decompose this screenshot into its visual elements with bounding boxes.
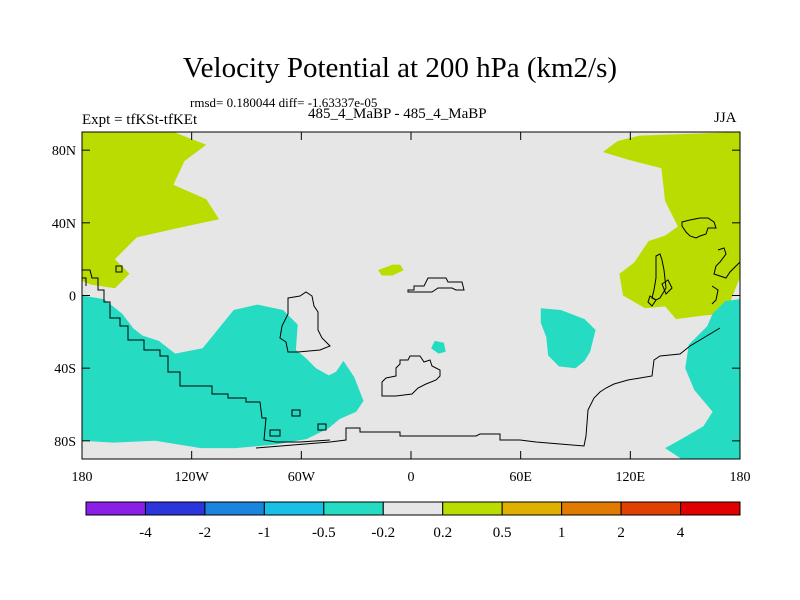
negative-region-southeast (665, 299, 740, 459)
colorbar: -4 -2 -1 -0.5 -0.2 0.2 0.5 1 2 4 (85, 501, 741, 541)
colorbar-swatch (501, 501, 563, 516)
colorbar-swatch (382, 501, 444, 516)
colorbar-label: -2 (199, 525, 212, 541)
negative-region-small (431, 340, 446, 354)
colorbar-swatch (561, 501, 622, 516)
x-tick-label: 180 (730, 470, 751, 485)
x-tick-label: 60W (288, 470, 316, 485)
colorbar-label: -4 (139, 525, 152, 541)
colorbar-swatch (263, 501, 325, 516)
x-tick-label: 120W (175, 470, 210, 485)
positive-region-small (378, 264, 404, 276)
colorbar-swatch (620, 501, 682, 516)
coastlines (82, 217, 741, 449)
season-label: JJA (714, 110, 737, 126)
y-tick-label: 40S (54, 362, 76, 377)
x-tick-label: 120E (616, 470, 646, 485)
colorbar-swatch (323, 501, 384, 516)
colorbar-swatch (144, 501, 206, 516)
experiment-label: Expt = tfKSt-tfKEt (82, 112, 198, 128)
colorbar-swatch (204, 501, 265, 516)
colorbar-label: -0.5 (312, 525, 336, 541)
chart-title: Velocity Potential at 200 hPa (km2/s) (182, 52, 618, 84)
x-axis: 180 120W 60W 0 60E 120E 180 (72, 132, 751, 485)
case-label: 485_4_MaBP - 485_4_MaBP (308, 106, 487, 122)
y-tick-label: 80S (54, 435, 76, 450)
colorbar-swatch (680, 501, 741, 516)
colorbar-label: 2 (617, 525, 625, 541)
colorbar-swatch (85, 501, 146, 516)
colorbar-label: 4 (677, 525, 685, 541)
y-tick-label: 40N (52, 217, 76, 232)
colorbar-label: 0.2 (433, 525, 452, 541)
positive-region-northeast (602, 132, 740, 320)
x-tick-label: 60E (509, 470, 532, 485)
colorbar-swatch (442, 501, 503, 516)
colorbar-label: -1 (258, 525, 271, 541)
x-tick-label: 180 (72, 470, 93, 485)
y-tick-label: 0 (69, 290, 76, 305)
y-tick-label: 80N (52, 144, 76, 159)
colorbar-label: 1 (558, 525, 566, 541)
y-axis: 80N 40N 0 40S 80S (52, 144, 740, 450)
colorbar-label: 0.5 (493, 525, 512, 541)
stats-text: rmsd= 0.180044 diff= -1.63337e-05 (190, 95, 378, 110)
x-tick-label: 0 (408, 470, 415, 485)
positive-region-northwest (82, 132, 220, 289)
contour-regions (82, 132, 740, 459)
negative-region-central (540, 308, 596, 369)
colorbar-label: -0.2 (371, 525, 395, 541)
